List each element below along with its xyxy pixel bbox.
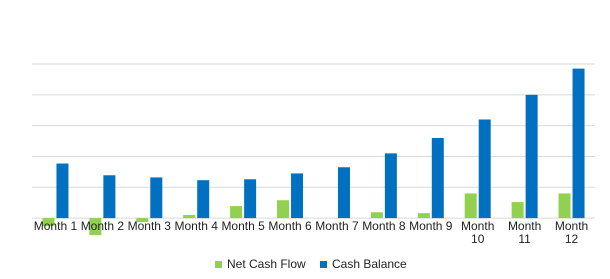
x-tick-label: Month 4 bbox=[174, 219, 218, 233]
legend-item: Cash Balance bbox=[320, 257, 407, 271]
bar bbox=[277, 200, 290, 219]
bar bbox=[89, 218, 102, 236]
bar bbox=[244, 179, 257, 219]
bar bbox=[291, 173, 304, 219]
x-tick-label: Month 9 bbox=[409, 219, 453, 233]
x-tick-label: Month 11 bbox=[507, 219, 542, 246]
bar bbox=[558, 193, 571, 219]
bar bbox=[103, 175, 116, 219]
bar bbox=[42, 218, 55, 227]
bar bbox=[56, 163, 69, 219]
bar bbox=[370, 212, 383, 219]
bar bbox=[197, 180, 210, 219]
bar bbox=[384, 153, 397, 219]
bar bbox=[417, 213, 430, 219]
bar bbox=[337, 167, 350, 219]
bar bbox=[431, 137, 444, 219]
legend-swatch bbox=[215, 260, 222, 268]
x-tick-label: Month 2 bbox=[80, 219, 125, 233]
bar bbox=[511, 202, 524, 219]
bar bbox=[464, 193, 477, 219]
bar bbox=[230, 206, 243, 219]
x-tick-label: Month 5 bbox=[221, 219, 265, 233]
x-tick-label: Month 8 bbox=[362, 219, 406, 233]
bar bbox=[136, 218, 149, 223]
bar bbox=[478, 119, 491, 219]
bar bbox=[150, 177, 163, 219]
legend-swatch bbox=[320, 260, 327, 268]
legend-label: Cash Balance bbox=[332, 257, 407, 271]
x-tick-label: Month 10 bbox=[461, 219, 495, 246]
x-tick-label: Month 6 bbox=[268, 219, 312, 233]
x-tick-label: Month 3 bbox=[127, 219, 171, 233]
x-tick-label: Month 1 bbox=[33, 219, 78, 233]
bar bbox=[525, 94, 538, 219]
legend-label: Net Cash Flow bbox=[227, 257, 306, 271]
x-tick-label: Month 7 bbox=[315, 219, 359, 233]
legend-item: Net Cash Flow bbox=[215, 257, 306, 271]
bar bbox=[572, 68, 585, 219]
x-tick-label: Month 12 bbox=[554, 219, 589, 246]
bar bbox=[183, 215, 196, 219]
